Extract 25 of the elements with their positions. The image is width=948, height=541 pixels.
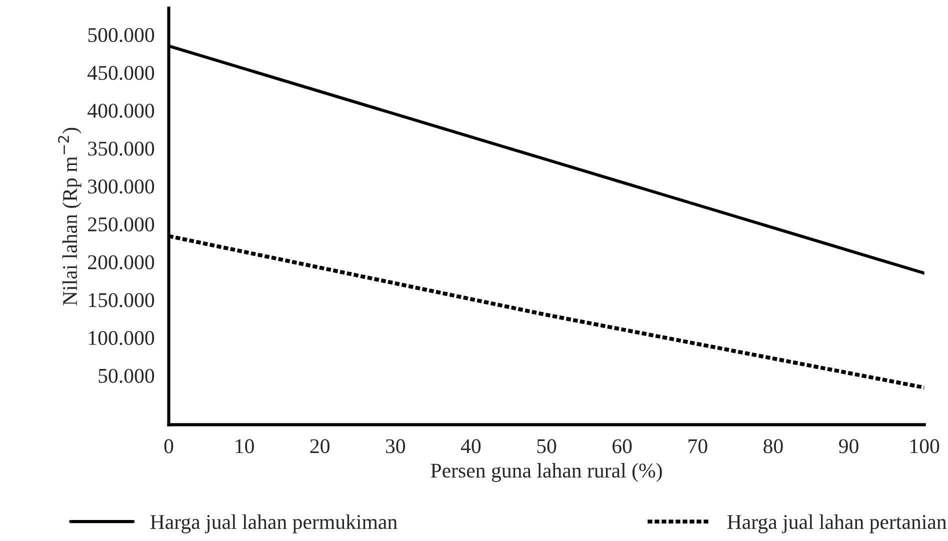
x-tick-label: 90 — [839, 439, 858, 454]
y-tick-label: 100.000 — [88, 330, 154, 346]
y-tick-label: 400.000 — [88, 104, 154, 118]
x-tick-label: 20 — [310, 439, 330, 454]
x-tick-label: 40 — [460, 439, 481, 454]
x-tick-label: 80 — [764, 439, 783, 454]
x-tick-label: 10 — [236, 439, 254, 454]
y-tick-label: 350.000 — [88, 142, 154, 156]
x-tick-label: 0 — [164, 439, 174, 454]
x-tick-label: 100 — [910, 439, 940, 454]
legend-label: Harga jual lahan pertanian — [727, 514, 947, 534]
y-tick-label: 450.000 — [88, 66, 154, 80]
y-tick-label: 200.000 — [88, 255, 154, 270]
y-tick-label: 250.000 — [88, 217, 154, 232]
y-tick-label: 150.000 — [88, 293, 154, 308]
x-tick-label: 30 — [386, 439, 406, 454]
x-tick-label: 50 — [537, 439, 556, 454]
y-axis-title: Nilai lahan (Rp m$^{−2}$) — [58, 128, 82, 306]
y-tick-label: 500.000 — [88, 28, 154, 42]
x-axis-title: Persen guna lahan rural (%) — [430, 463, 662, 482]
x-tick-label: 70 — [688, 439, 708, 454]
x-tick-label: 60 — [612, 439, 632, 454]
y-tick-label: 300.000 — [88, 179, 154, 194]
y-tick-label: 50.000 — [98, 368, 154, 383]
legend-label: Harga jual lahan permukiman — [150, 514, 398, 534]
